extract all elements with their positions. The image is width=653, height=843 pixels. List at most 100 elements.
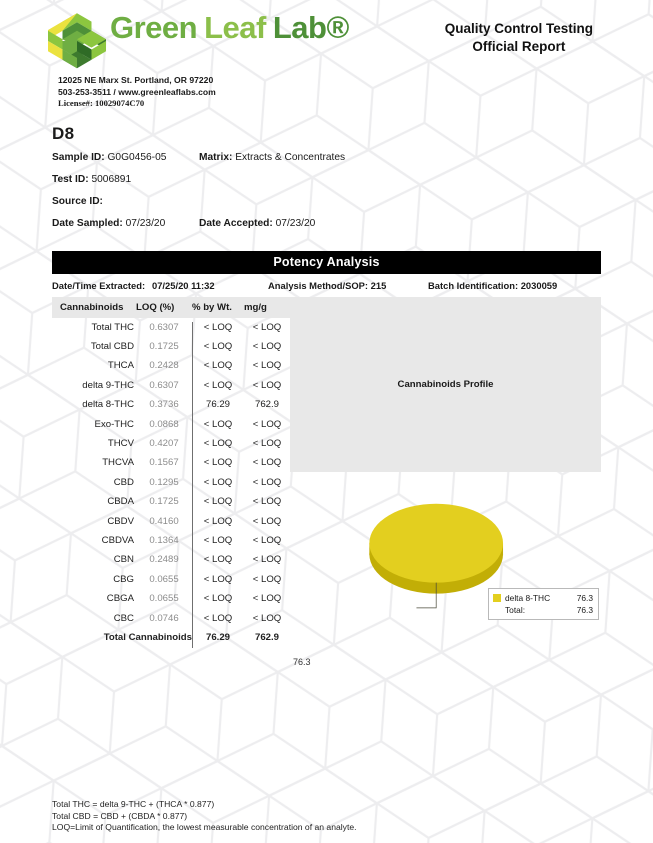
table-row: delta 9-THC 0.6307 < LOQ < LOQ [52,376,290,395]
row-pct-by-wt: < LOQ [203,476,233,488]
date-accepted-label: Date Accepted: [199,217,273,229]
legend-value: 76.3 [576,592,593,603]
method-label: Analysis Method/SOP: [268,279,369,291]
row-loq: 0.4207 [149,438,179,450]
table-row: CBDA 0.1725 < LOQ < LOQ [52,492,290,511]
lab-license: License#: 10029074C70 [58,98,145,108]
lab-address: 12025 NE Marx St. Portland, OR 97220 [58,75,214,85]
title-line-2: Official Report [472,39,566,54]
row-pct-by-wt: < LOQ [203,438,233,450]
table-column-divider [192,321,193,648]
batch-label: Batch Identification: [428,279,519,291]
row-analyte: CBDVA [101,534,134,546]
cannabinoids-profile-chart: 76.3 delta 8-THC 76.3 Total: 76.3 [290,472,601,667]
date-accepted-value: 07/23/20 [275,217,316,229]
potency-analysis-banner: Potency Analysis [52,250,601,274]
row-pct-by-wt: < LOQ [203,515,233,527]
table-row: Total CBD 0.1725 < LOQ < LOQ [52,337,290,356]
extracted-label: Date/Time Extracted: [52,279,146,291]
sample-row-1: Sample ID: G0G0456-05 Matrix: Extracts &… [52,150,653,166]
potency-meta-row: Date/Time Extracted: 07/25/20 11:32 Anal… [52,274,601,297]
row-loq: 0.0655 [149,593,179,605]
row-analyte: CBG [113,573,134,585]
row-mg-g: < LOQ [252,573,282,585]
note-total-thc: Total THC = delta 9-THC + (THCA * 0.877) [52,799,215,810]
table-row: CBN 0.2489 < LOQ < LOQ [52,550,290,569]
row-pct-by-wt: < LOQ [203,321,233,333]
row-analyte: CBDV [107,515,134,527]
table-row: CBGA 0.0655 < LOQ < LOQ [52,589,290,608]
row-mg-g: < LOQ [252,593,282,605]
row-loq: 0.1725 [149,341,179,353]
chart-title: Cannabinoids Profile [290,296,601,472]
brand-wordmark: Green Leaf Lab ® [110,12,349,43]
test-id-value: 5006891 [91,173,132,185]
table-body: Total THC 0.6307 < LOQ < LOQ Total CBD 0.1725… [52,318,290,628]
table-row: delta 8-THC 0.3736 76.29 762.9 [52,395,290,414]
row-mg-g: < LOQ [252,379,282,391]
row-loq: 0.1364 [149,534,179,546]
matrix-value: Extracts & Concentrates [235,151,346,163]
row-analyte: THCA [107,360,134,372]
note-total-cbd: Total CBD = CBD + (CBDA * 0.877) [52,810,188,821]
table-row: Total THC 0.6307 < LOQ < LOQ [52,318,290,337]
row-analyte: delta 8-THC [82,399,134,411]
legend-swatch-icon [493,593,501,602]
row-analyte: CBN [113,554,134,566]
pie-slice-delta-8-thc [369,503,504,583]
pie-data-label: 76.3 [293,656,311,667]
formula-notes: Total THC = delta 9-THC + (THCA * 0.877)… [52,799,601,834]
table-row: CBC 0.0746 < LOQ < LOQ [52,608,290,627]
sample-id-label: Sample ID: [52,151,105,163]
row-pct-by-wt: < LOQ [203,612,233,624]
row-mg-g: < LOQ [252,612,282,624]
row-pct-by-wt: < LOQ [203,457,233,469]
col-header-loq: LOQ (%) [136,301,175,313]
sample-row-3: Source ID: [52,194,653,210]
row-analyte: Exo-THC [94,418,134,430]
row-pct-by-wt: < LOQ [203,418,233,430]
legend-total: Total: 76.3 [493,604,593,616]
row-pct-by-wt: < LOQ [203,534,233,546]
row-mg-g: < LOQ [252,534,282,546]
table-total-row: Total Cannabinoids 76.29 762.9 [52,628,290,647]
row-loq: 0.1725 [149,496,179,508]
row-mg-g: < LOQ [252,554,282,566]
row-pct-by-wt: < LOQ [203,496,233,508]
sample-id-value: G0G0456-05 [107,151,167,163]
sample-info: D8 Sample ID: G0G0456-05 Matrix: Extract… [0,110,653,232]
brand-block: Green Leaf Lab ® [0,12,349,70]
row-analyte: Total CBD [90,341,134,353]
row-mg-g: < LOQ [252,438,282,450]
table-row: THCA 0.2428 < LOQ < LOQ [52,356,290,375]
row-analyte: CBDA [107,496,134,508]
legend-entry: delta 8-THC 76.3 [493,592,593,604]
row-pct-by-wt: 76.29 [205,399,230,411]
batch-value: 2030059 [520,279,558,291]
row-loq: 0.1567 [149,457,179,469]
row-loq: 0.6307 [149,379,179,391]
source-id-label: Source ID: [52,195,103,207]
legend-total-label: Total: [505,604,526,615]
col-header-pct-by-wt: % by Wt. [192,301,232,313]
row-mg-g: < LOQ [252,496,282,508]
hex-cube-logo-icon [48,13,106,69]
total-label: Total Cannabinoids [103,631,192,643]
brand-trademark: ® [326,10,349,45]
batch-identification: Batch Identification: 2030059 [428,280,557,291]
row-mg-g: < LOQ [252,457,282,469]
legend-label: delta 8-THC [505,592,551,603]
row-loq: 0.6307 [149,321,179,333]
lab-contact: 503-253-3511 / www.greenleaflabs.com [58,86,216,97]
row-loq: 0.1295 [149,476,179,488]
row-loq: 0.4160 [149,515,179,527]
row-analyte: CBD [113,476,134,488]
brand-word-green: Green [110,10,198,45]
chart-legend: delta 8-THC 76.3 Total: 76.3 [488,587,599,620]
sample-row-2: Test ID: 5006891 [52,172,653,188]
row-analyte: Total THC [91,321,134,333]
row-loq: 0.0868 [149,418,179,430]
total-pct-by-wt: 76.29 [205,631,230,643]
method-value: 215 [370,279,387,291]
